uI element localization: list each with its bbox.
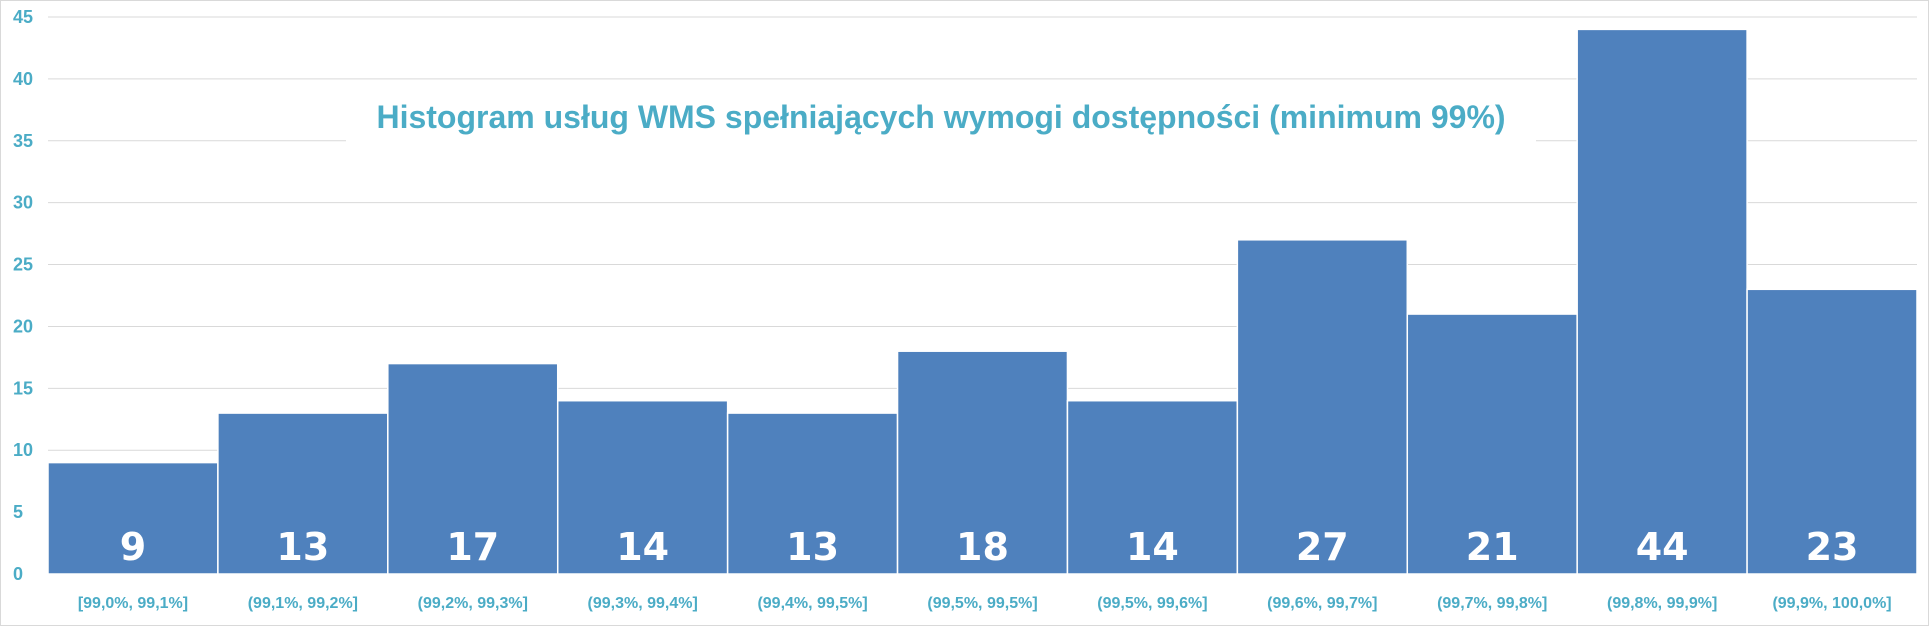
histogram-bar (1406, 313, 1578, 575)
histogram-bar (47, 461, 219, 575)
y-tick-label: 15 (13, 378, 33, 398)
y-tick-label: 45 (13, 7, 33, 27)
bar-data-label: 9 (120, 525, 146, 569)
histogram-bar (217, 412, 389, 575)
y-axis-ticks: 0 5 10 15 20 25 30 35 40 45 (13, 7, 33, 584)
histogram-bar (1746, 288, 1918, 575)
y-tick-label: 40 (13, 69, 33, 89)
y-tick-label: 20 (13, 316, 33, 336)
y-tick-label: 35 (13, 131, 33, 151)
x-category-label: (99,2%, 99,3%] (418, 595, 528, 612)
histogram-bar (556, 399, 729, 575)
chart-title: Histogram usług WMS spełniających wymogi… (376, 99, 1505, 135)
x-category-label: (99,5%, 99,6%] (1097, 595, 1207, 612)
bar-data-label: 21 (1466, 525, 1519, 569)
x-category-label: [99,0%, 99,1%] (78, 595, 188, 612)
histogram-bar (726, 412, 899, 575)
bar-data-label: 27 (1296, 525, 1349, 569)
bar-data-label: 44 (1636, 525, 1689, 569)
x-category-label: (99,9%, 100,0%] (1772, 595, 1891, 612)
x-category-label: (99,5%, 99,5%] (927, 595, 1037, 612)
bar-data-label: 14 (1126, 525, 1179, 569)
histogram-bar (1066, 399, 1239, 575)
x-category-label: (99,6%, 99,7%] (1267, 595, 1377, 612)
histogram-bar (1576, 28, 1748, 575)
y-tick-label: 10 (13, 440, 33, 460)
x-category-label: (99,8%, 99,9%] (1607, 595, 1717, 612)
data-labels: 9 13 17 14 13 18 14 27 21 44 23 (120, 525, 1859, 569)
bars (47, 28, 1918, 575)
x-category-label: (99,3%, 99,4%] (588, 595, 698, 612)
chart-title-background (346, 93, 1536, 145)
bar-data-label: 13 (276, 525, 329, 569)
histogram-bar (896, 350, 1069, 575)
y-tick-label: 0 (13, 564, 23, 584)
bar-data-label: 23 (1806, 525, 1859, 569)
histogram-bar (387, 362, 559, 575)
y-tick-label: 25 (13, 255, 33, 275)
bar-data-label: 17 (446, 525, 499, 569)
y-tick-label: 30 (13, 193, 33, 213)
chart-title-group: Histogram usług WMS spełniających wymogi… (346, 93, 1536, 145)
x-category-label: (99,7%, 99,8%] (1437, 595, 1547, 612)
x-category-label: (99,4%, 99,5%] (757, 595, 867, 612)
y-tick-label: 5 (13, 502, 23, 522)
histogram-bar (1236, 239, 1409, 575)
x-category-label: (99,1%, 99,2%] (248, 595, 358, 612)
x-axis-categories: [99,0%, 99,1%] (99,1%, 99,2%] (99,2%, 99,3… (78, 595, 1892, 612)
bar-data-label: 13 (786, 525, 839, 569)
bar-data-label: 14 (616, 525, 669, 569)
bar-data-label: 18 (956, 525, 1009, 569)
